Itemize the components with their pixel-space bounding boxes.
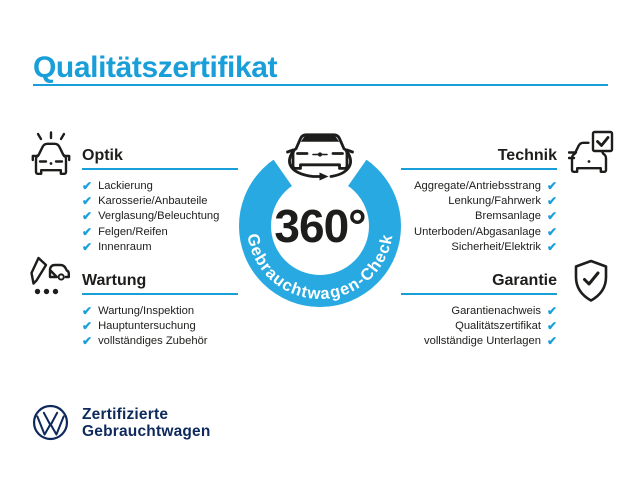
page-title: Qualitätszertifikat xyxy=(33,51,278,85)
check-icon: ✔ xyxy=(546,319,557,334)
checklist-item: ✔ Felgen/Reifen xyxy=(82,224,238,239)
checklist-item-label: Garantienachweis xyxy=(451,304,541,317)
check-icon: ✔ xyxy=(546,209,557,224)
used-car-check-badge: Gebrauchtwagen-Check 360° xyxy=(239,120,401,307)
section-wartung-title: Wartung xyxy=(82,272,147,289)
check-icon: ✔ xyxy=(546,178,557,193)
checklist-item: ✔ Lenkung/Fahrwerk xyxy=(401,193,557,208)
badge-center-label: 360° xyxy=(274,200,365,252)
check-icon: ✔ xyxy=(546,240,557,255)
section-wartung-underline xyxy=(82,293,238,295)
section-optik-checklist: ✔ Lackierung ✔ Karosserie/Anbauteile ✔ Verg… xyxy=(82,178,238,255)
check-icon: ✔ xyxy=(82,194,93,209)
brand-footer: Zertifizierte Gebrauchtwagen xyxy=(82,406,211,440)
checklist-item-label: Felgen/Reifen xyxy=(98,225,168,238)
section-technik-title: Technik xyxy=(497,147,557,164)
checklist-item-label: Qualitätszertifikat xyxy=(455,320,541,333)
checklist-item: ✔ Verglasung/Beleuchtung xyxy=(82,209,238,224)
checklist-item-label: vollständige Unterlagen xyxy=(424,335,541,348)
checklist-item-label: Innenraum xyxy=(98,241,152,254)
section-optik-title: Optik xyxy=(82,147,123,164)
checklist-item-label: Unterboden/Abgasanlage xyxy=(414,225,541,238)
section-technik-checklist: ✔ Aggregate/Antriebsstrang ✔ Lenkung/Fahrw… xyxy=(401,178,557,255)
section-garantie-checklist: ✔ Garantienachweis ✔ Qualitätszertifikat ✔… xyxy=(401,303,557,349)
section-technik: Technik ✔ Aggregate/Antriebsstrang ✔ Lenku… xyxy=(401,147,557,255)
checklist-item: ✔ Innenraum xyxy=(82,240,238,255)
checklist-item: ✔ Aggregate/Antriebsstrang xyxy=(401,178,557,193)
check-icon: ✔ xyxy=(82,178,93,193)
checklist-item-label: Wartung/Inspektion xyxy=(98,304,195,317)
checklist-item-label: Karosserie/Anbauteile xyxy=(98,195,208,208)
checklist-item: ✔ Bremsanlage xyxy=(401,209,557,224)
check-icon: ✔ xyxy=(82,240,93,255)
section-technik-underline xyxy=(401,168,557,170)
checklist-item-label: Aggregate/Antriebsstrang xyxy=(414,179,541,192)
check-icon: ✔ xyxy=(546,224,557,239)
checklist-item-label: Bremsanlage xyxy=(475,210,541,223)
section-wartung-checklist: ✔ Wartung/Inspektion ✔ Hauptuntersuchung ✔… xyxy=(82,303,238,349)
checklist-item: ✔ Unterboden/Abgasanlage xyxy=(401,224,557,239)
check-icon: ✔ xyxy=(82,303,93,318)
service-checklist-icon xyxy=(30,256,70,295)
brand-line-2: Gebrauchtwagen xyxy=(82,423,211,440)
checklist-item-label: Sicherheit/Elektrik xyxy=(451,241,541,254)
brand-line-1: Zertifizierte xyxy=(82,406,169,423)
title-divider xyxy=(33,84,608,86)
section-optik: Optik ✔ Lackierung ✔ Karosserie/Anbauteile… xyxy=(82,147,238,255)
checklist-item: ✔ vollständige Unterlagen xyxy=(401,334,557,349)
section-garantie: Garantie ✔ Garantienachweis ✔ Qualitätszer… xyxy=(401,272,557,349)
car-checkbox-icon xyxy=(568,130,614,173)
section-optik-underline xyxy=(82,168,238,170)
car-360-rotation-icon xyxy=(286,133,354,181)
check-icon: ✔ xyxy=(82,319,93,334)
section-wartung: Wartung ✔ Wartung/Inspektion ✔ Hauptunters… xyxy=(82,272,238,349)
checklist-item-label: Lenkung/Fahrwerk xyxy=(448,195,541,208)
check-icon: ✔ xyxy=(82,224,93,239)
check-icon: ✔ xyxy=(82,334,93,349)
vw-logo-icon xyxy=(32,404,69,441)
checklist-item: ✔ Sicherheit/Elektrik xyxy=(401,240,557,255)
check-icon: ✔ xyxy=(546,334,557,349)
section-garantie-title: Garantie xyxy=(492,272,557,289)
checklist-item-label: vollständiges Zubehör xyxy=(98,335,208,348)
checklist-item: ✔ Wartung/Inspektion xyxy=(82,303,238,318)
shield-check-icon xyxy=(574,259,608,302)
check-icon: ✔ xyxy=(546,194,557,209)
checklist-item: ✔ Garantienachweis xyxy=(401,303,557,318)
section-garantie-underline xyxy=(401,293,557,295)
checklist-item: ✔ Lackierung xyxy=(82,178,238,193)
checklist-item: ✔ vollständiges Zubehör xyxy=(82,334,238,349)
checklist-item: ✔ Hauptuntersuchung xyxy=(82,318,238,333)
check-icon: ✔ xyxy=(546,303,557,318)
check-icon: ✔ xyxy=(82,209,93,224)
checklist-item: ✔ Karosserie/Anbauteile xyxy=(82,193,238,208)
checklist-item-label: Verglasung/Beleuchtung xyxy=(98,210,220,223)
checklist-item-label: Lackierung xyxy=(98,179,153,192)
car-shine-icon xyxy=(31,131,71,175)
checklist-item-label: Hauptuntersuchung xyxy=(98,320,196,333)
checklist-item: ✔ Qualitätszertifikat xyxy=(401,318,557,333)
